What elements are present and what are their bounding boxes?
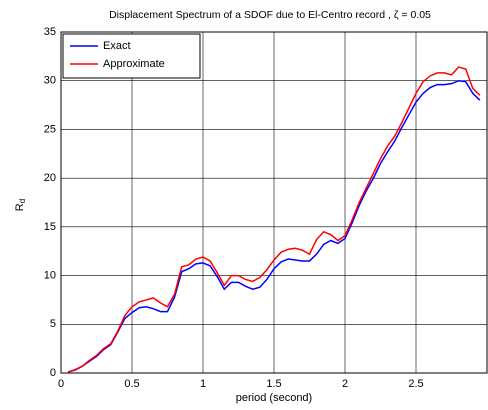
x-tick-label: 2.5 <box>408 378 423 390</box>
plot-frame <box>60 31 488 374</box>
x-tick-label: 0 <box>58 378 64 390</box>
series-line <box>67 79 481 373</box>
y-axis-label-subscript: d <box>18 199 27 203</box>
x-axis-label: period (second) <box>236 392 312 404</box>
y-axis-label: Rd <box>14 199 27 211</box>
y-tick-label: 35 <box>44 26 56 38</box>
x-tick-label: 0.5 <box>124 378 139 390</box>
legend-box <box>62 33 201 79</box>
y-tick-label: 10 <box>44 269 56 281</box>
series-line <box>67 66 481 373</box>
x-tick-label: 1.5 <box>266 378 281 390</box>
x-tick-label: 1 <box>200 378 206 390</box>
y-tick-label: 0 <box>50 367 56 379</box>
y-axis-label-main: R <box>14 203 26 211</box>
legend-label: Exact <box>103 40 131 52</box>
y-tick-label: 5 <box>50 318 56 330</box>
x-tick-label: 2 <box>342 378 348 390</box>
y-tick-label: 30 <box>44 75 56 87</box>
legend: Exact Approximate <box>62 33 201 79</box>
chart-title: Displacement Spectrum of a SDOF due to E… <box>109 9 431 21</box>
y-tick-label: 15 <box>44 221 56 233</box>
y-tick-label: 25 <box>44 123 56 135</box>
legend-label: Approximate <box>103 58 165 70</box>
y-tick-label: 20 <box>44 172 56 184</box>
